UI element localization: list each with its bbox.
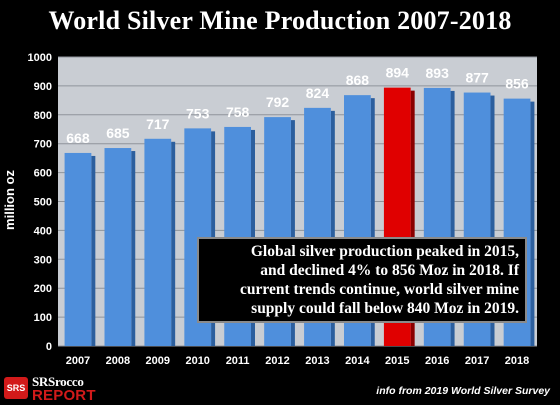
bar-side — [171, 141, 176, 346]
bar-value-label: 668 — [66, 130, 90, 146]
y-axis-ticks: 0 100 200 300 400 500 600 700 800 900 1000 — [28, 52, 52, 353]
x-tick-label: 2013 — [305, 355, 329, 367]
chart-title: World Silver Mine Production 2007-2018 — [48, 6, 512, 35]
bar-value-label: 717 — [146, 116, 170, 132]
bar — [104, 148, 132, 346]
y-tick-label: 300 — [34, 254, 52, 266]
y-tick-label: 1000 — [28, 52, 52, 64]
bar-side — [330, 110, 335, 346]
bar-side — [450, 90, 455, 346]
logo-line2: REPORT — [32, 387, 96, 404]
y-tick-label: 800 — [34, 110, 52, 122]
x-tick-label: 2018 — [505, 355, 529, 367]
bar-value-label: 856 — [505, 76, 529, 92]
bar-side — [410, 90, 415, 346]
srsrocco-logo: SRS SRSrocco REPORT — [4, 373, 104, 404]
logo-badge: SRS — [4, 377, 28, 399]
x-tick-label: 2017 — [465, 355, 489, 367]
y-tick-label: 400 — [34, 225, 52, 237]
annotation-line: supply could fall below 840 Moz in 2019. — [251, 300, 519, 317]
x-axis-ticks: 2007 2008 2009 2010 2011 2012 2013 2014 2015 2016… — [66, 355, 530, 367]
x-tick-label: 2009 — [146, 355, 170, 367]
bar-side — [91, 155, 96, 346]
x-tick-label: 2011 — [226, 355, 250, 367]
annotation-line: Global silver production peaked in 2015, — [250, 243, 519, 260]
y-tick-label: 700 — [34, 139, 52, 151]
annotation-line: current trends continue, world silver mi… — [240, 281, 519, 298]
bar-value-label: 792 — [266, 94, 290, 110]
bar — [144, 138, 172, 346]
x-tick-label: 2012 — [265, 355, 289, 367]
bar-side — [370, 98, 375, 346]
logo-line1: SRSrocco — [32, 374, 84, 389]
source-note: info from 2019 World Silver Survey — [376, 385, 550, 397]
x-tick-label: 2010 — [185, 355, 209, 367]
bar-side — [290, 120, 295, 346]
bar-value-label: 753 — [186, 105, 210, 121]
bar-value-label: 877 — [465, 70, 489, 86]
x-tick-label: 2016 — [425, 355, 449, 367]
x-tick-label: 2007 — [66, 355, 90, 367]
y-tick-label: 600 — [34, 168, 52, 180]
bar-side — [131, 151, 136, 346]
annotation-box: Global silver production peaked in 2015,… — [197, 237, 527, 323]
bar-value-label: 758 — [226, 104, 250, 120]
bar-side — [490, 95, 495, 346]
x-tick-label: 2014 — [345, 355, 370, 367]
bar-value-label: 824 — [306, 85, 330, 101]
y-tick-label: 200 — [34, 283, 52, 295]
bar-value-label: 893 — [426, 65, 450, 81]
x-tick-label: 2008 — [106, 355, 130, 367]
annotation-line: and declined 4% to 856 Moz in 2018. If — [260, 262, 519, 279]
bar-value-label: 894 — [386, 65, 410, 81]
bar-value-label: 868 — [346, 72, 370, 88]
x-tick-label: 2015 — [385, 355, 409, 367]
bar-side — [530, 101, 535, 346]
bar-value-label: 685 — [106, 125, 130, 141]
y-tick-label: 900 — [34, 81, 52, 93]
bar — [64, 152, 92, 346]
y-tick-label: 0 — [46, 341, 52, 353]
y-tick-label: 500 — [34, 197, 52, 209]
y-tick-label: 100 — [34, 312, 52, 324]
y-axis-label: million oz — [2, 170, 17, 230]
